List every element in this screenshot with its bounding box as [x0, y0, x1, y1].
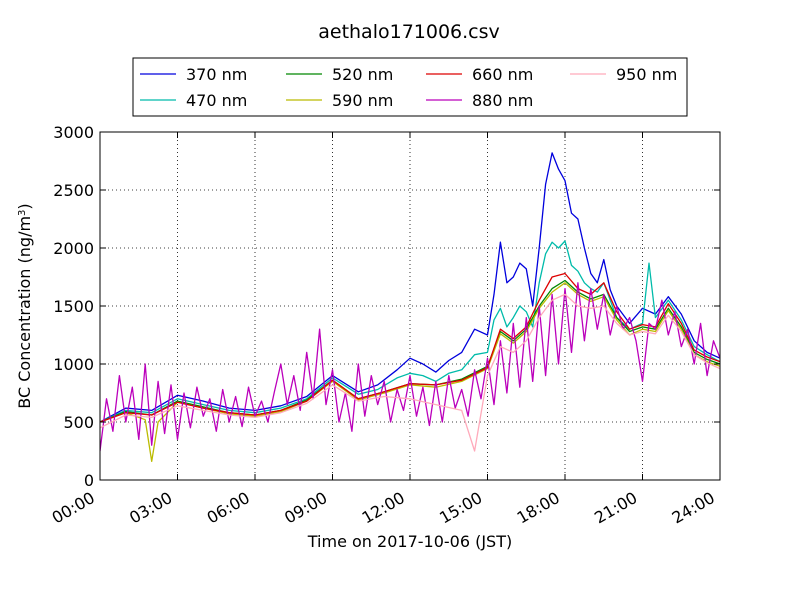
legend-label: 590 nm — [332, 91, 393, 110]
y-axis-label-main: BC Concentration (ng/m — [15, 216, 34, 409]
chart-title: aethalo171006.csv — [318, 21, 500, 43]
series-line-950-nm — [100, 293, 720, 452]
series-lines — [100, 152, 720, 463]
y-tick-label: 0 — [84, 471, 94, 490]
y-axis-label-superscript: 3 — [17, 210, 28, 216]
legend: 370 nm 470 nm 520 nm 590 nm 660 nm 880 nm 950 … — [132, 57, 688, 117]
y-tick-label: 1000 — [53, 355, 94, 374]
legend-label: 370 nm — [186, 65, 247, 84]
y-axis-label-close: ) — [15, 203, 34, 209]
legend-label: 660 nm — [472, 65, 533, 84]
y-axis-label: BC Concentration (ng/m3) — [15, 203, 34, 408]
x-axis-label: Time on 2017-10-06 (JST) — [307, 532, 512, 551]
y-tick-label: 3000 — [53, 123, 94, 142]
y-tick-label: 2000 — [53, 239, 94, 258]
legend-label: 520 nm — [332, 65, 393, 84]
legend-label: 880 nm — [472, 91, 533, 110]
y-tick-label: 1500 — [53, 297, 94, 316]
legend-label: 950 nm — [616, 65, 677, 84]
legend-box — [132, 57, 688, 117]
series-line-370-nm — [100, 152, 720, 423]
legend-label: 470 nm — [186, 91, 247, 110]
y-tick-label: 500 — [63, 413, 94, 432]
y-tick-label: 2500 — [53, 181, 94, 200]
series-line-880-nm — [100, 282, 720, 452]
